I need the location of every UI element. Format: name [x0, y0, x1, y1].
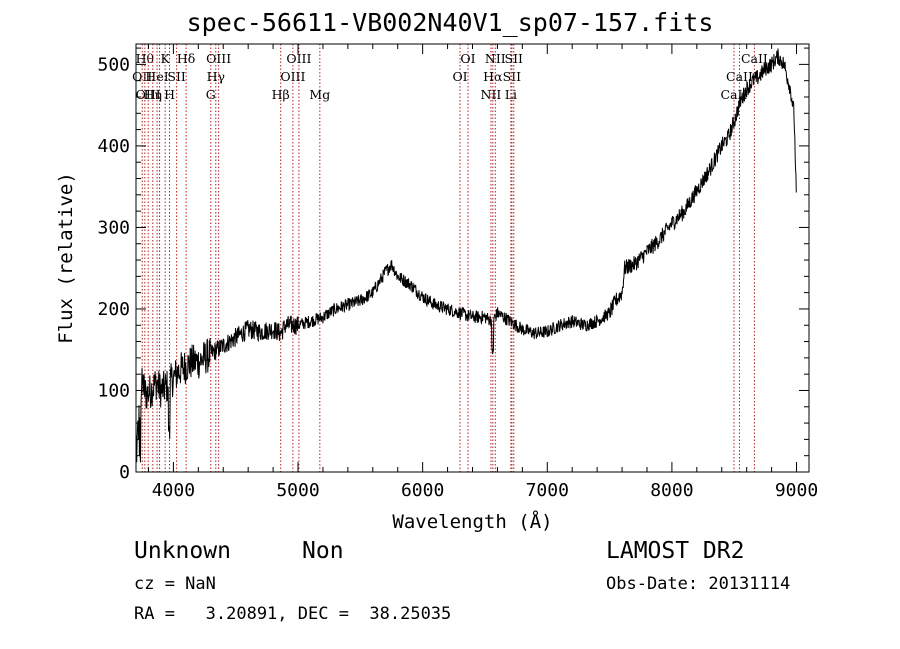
chart-title: spec-56611-VB002N40V1_sp07-157.fits [186, 8, 714, 37]
line-marker-label: Hα [483, 69, 503, 84]
line-marker-label: CaII [726, 69, 753, 84]
y-axis-label: Flux (relative) [55, 172, 77, 344]
y-tick-label: 500 [97, 54, 130, 75]
x-tick-label: 5000 [276, 480, 319, 501]
line-marker-label: OIII [136, 87, 161, 102]
line-marker-label: G [206, 87, 216, 102]
line-marker-label: OI [460, 51, 475, 66]
line-marker-label: K [160, 51, 170, 66]
line-marker-label: NII [485, 51, 506, 66]
object-class: Unknown [134, 538, 231, 564]
redshift-cz: cz = NaN [134, 574, 216, 594]
y-tick-label: 100 [97, 380, 130, 401]
x-axis-label: Wavelength (Å) [392, 510, 552, 533]
obs-date: Obs-Date: 20131114 [606, 574, 791, 594]
line-marker-label: OIII [280, 69, 305, 84]
spectrum-line [135, 48, 797, 463]
ra-dec-coords: RA = 3.20891, DEC = 38.25035 [134, 604, 452, 624]
line-marker-label: HeI [145, 69, 168, 84]
line-marker-label: Hβ [272, 87, 290, 102]
line-marker-label: H [164, 87, 175, 102]
line-marker-label: OI [452, 69, 467, 84]
x-tick-label: 6000 [401, 480, 444, 501]
survey-name: LAMOST DR2 [606, 538, 745, 564]
y-tick-label: 0 [119, 462, 130, 483]
line-marker-label: OIII [206, 51, 231, 66]
line-marker-label: Hθ [136, 51, 154, 66]
plot-frame [135, 43, 810, 473]
line-marker-label: CaII [741, 51, 768, 66]
y-tick-label: 300 [97, 217, 130, 238]
line-marker-label: SII [503, 69, 522, 84]
line-marker-label: SII [167, 69, 186, 84]
line-marker-label: Hδ [177, 51, 195, 66]
y-tick-label: 200 [97, 299, 130, 320]
line-marker-label: Mg [309, 87, 330, 102]
line-marker-label: SII [505, 51, 524, 66]
line-marker-label: Hγ [207, 69, 225, 84]
x-tick-label: 8000 [650, 480, 693, 501]
line-marker-label: Li [505, 87, 517, 102]
line-marker-label: OIII [286, 51, 311, 66]
object-subclass: Non [302, 538, 344, 564]
y-tick-label: 400 [97, 136, 130, 157]
x-tick-label: 4000 [152, 480, 195, 501]
x-tick-label: 9000 [775, 480, 818, 501]
x-tick-label: 7000 [526, 480, 569, 501]
line-marker-label: NII [481, 87, 502, 102]
